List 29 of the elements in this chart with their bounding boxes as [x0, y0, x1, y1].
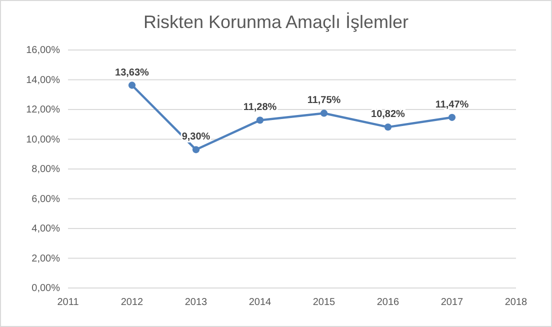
x-tick-label: 2017: [440, 297, 464, 308]
data-label: 10,82%: [371, 109, 406, 120]
data-label: 11,75%: [307, 95, 341, 106]
data-label: 13,63%: [115, 67, 150, 78]
data-label: 11,28%: [243, 102, 277, 114]
x-tick-label: 2012: [120, 297, 144, 308]
x-tick-label: 2015: [312, 297, 336, 308]
point: [128, 82, 136, 89]
y-tick-label: 0,00%: [32, 283, 60, 294]
x-tick-label: 2016: [376, 297, 400, 308]
point: [320, 110, 328, 117]
y-tick-label: 2,00%: [32, 253, 60, 264]
y-tick-label: 8,00%: [32, 164, 60, 176]
y-tick-label: 16,00%: [26, 45, 60, 56]
point: [448, 114, 456, 121]
y-tick-label: 12,00%: [26, 104, 60, 116]
chart-title: Riskten Korunma Amaçlı İşlemler: [143, 12, 409, 32]
y-tick-label: 4,00%: [32, 224, 60, 235]
data-label: 11,47%: [435, 99, 469, 110]
x-tick-label: 2014: [248, 297, 272, 308]
y-tick-label: 10,00%: [26, 134, 60, 146]
x-tick-label: 2011: [57, 297, 80, 308]
x-tick-label: 2018: [504, 297, 528, 308]
point: [192, 146, 200, 154]
point: [384, 123, 392, 131]
y-tick-label: 14,00%: [26, 74, 60, 86]
y-tick-label: 6,00%: [32, 194, 60, 205]
x-tick-label: 2013: [184, 297, 208, 308]
point: [256, 116, 264, 124]
